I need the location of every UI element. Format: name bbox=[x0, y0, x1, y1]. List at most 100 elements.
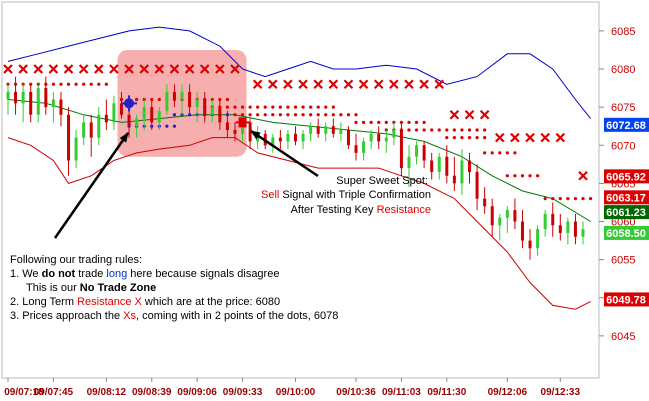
y-tick-label: 6055 bbox=[611, 255, 635, 267]
upper-band-line bbox=[7, 26, 591, 119]
rule-1-b: trade bbox=[75, 268, 106, 280]
resistance-dot bbox=[263, 113, 267, 117]
resistance-x-mark bbox=[555, 132, 566, 143]
resistance-dot bbox=[59, 82, 63, 86]
resistance-dot bbox=[528, 174, 532, 178]
price-bar-body bbox=[543, 213, 547, 230]
price-label-text: 6058.50 bbox=[606, 228, 646, 240]
price-bar-body bbox=[157, 110, 161, 123]
resistance-dot bbox=[278, 105, 282, 109]
rule-1-a: 1. We bbox=[10, 268, 42, 280]
x-tick-label: 09/08:39 bbox=[132, 387, 172, 398]
price-bar-body bbox=[490, 206, 494, 226]
price-bar-body bbox=[498, 217, 502, 226]
price-bar-body bbox=[309, 126, 313, 134]
price-bar-body bbox=[573, 221, 577, 237]
resistance-x-mark bbox=[230, 64, 240, 74]
resistance-dot bbox=[301, 113, 305, 117]
x-tick-label: 09/08:12 bbox=[87, 387, 127, 398]
resistance-x-mark bbox=[419, 79, 429, 90]
resistance-dot bbox=[369, 120, 373, 124]
x-tick-label: 09/11:03 bbox=[382, 387, 421, 398]
sweet-spot-line-2: Sell Signal with Triple Confirmation bbox=[261, 189, 431, 201]
resistance-dot bbox=[240, 105, 245, 109]
resistance-x-mark bbox=[109, 64, 119, 74]
arrow-to-sell-signal bbox=[250, 129, 319, 178]
resistance-dot bbox=[520, 174, 525, 178]
price-label-box bbox=[604, 205, 649, 220]
resistance-dot bbox=[377, 120, 381, 124]
price-bar-body bbox=[82, 122, 86, 138]
x-tick-label: 09/07:18 bbox=[4, 387, 44, 398]
resistance-x-mark bbox=[184, 64, 195, 74]
resistance-x-mark bbox=[283, 79, 293, 90]
price-bar-body bbox=[142, 107, 146, 119]
resistance-dot bbox=[467, 136, 472, 140]
resistance-x-mark bbox=[540, 132, 550, 143]
price-bar-body bbox=[384, 137, 388, 142]
price-bars bbox=[6, 76, 585, 260]
rule-1: 1. We do not trade long here because sig… bbox=[10, 268, 279, 280]
x-tick-label: 09/11:30 bbox=[427, 387, 466, 398]
resistance-dot bbox=[475, 136, 479, 140]
price-bar-body bbox=[233, 130, 237, 134]
resistance-dot bbox=[157, 97, 161, 102]
rule-3-b: , coming with in 2 points of the dots, 6… bbox=[136, 310, 338, 322]
resistance-dot bbox=[324, 105, 328, 109]
resistance-dot bbox=[339, 113, 343, 117]
price-label-box bbox=[604, 117, 649, 132]
signal-markers bbox=[121, 95, 250, 128]
resistance-x-mark bbox=[63, 64, 74, 74]
rule-1b-a: This is our bbox=[26, 282, 80, 294]
price-label-text: 6061.23 bbox=[606, 207, 646, 219]
x-tick-label: 09/07:45 bbox=[34, 387, 74, 398]
resistance-x-mark bbox=[494, 132, 505, 143]
price-bar-body bbox=[271, 137, 275, 146]
resistance-dot bbox=[422, 120, 426, 124]
price-bar-body bbox=[225, 122, 229, 130]
resistance-x-mark bbox=[252, 79, 263, 90]
price-bar-body bbox=[36, 88, 40, 115]
resistance-dot bbox=[248, 105, 252, 109]
no-trade-zone-label: No Trade Zone bbox=[80, 282, 156, 294]
x-tick-label: 09/10:00 bbox=[276, 387, 316, 398]
resistance-dot bbox=[483, 128, 487, 132]
resistance-dot bbox=[346, 113, 351, 117]
price-bar-body bbox=[362, 141, 366, 153]
resistance-dot bbox=[543, 197, 547, 201]
price-bar-body bbox=[188, 91, 192, 108]
price-bar-body bbox=[67, 114, 71, 161]
resistance-word: Resistance bbox=[377, 204, 431, 216]
resistance-dot bbox=[513, 174, 517, 178]
y-tick-label: 6045 bbox=[611, 331, 635, 343]
price-bar-body bbox=[112, 103, 116, 123]
price-bar-body bbox=[369, 133, 373, 142]
price-bar-body bbox=[210, 107, 214, 115]
resistance-dot bbox=[89, 82, 93, 86]
resistance-dot bbox=[256, 113, 260, 117]
sweet-spot-line-3-a: After Testing Key bbox=[291, 204, 377, 216]
resistance-dot bbox=[293, 105, 298, 109]
trading-rules-annotation: Following our trading rules: 1. We do no… bbox=[10, 254, 338, 322]
sell-word: Sell bbox=[261, 189, 279, 201]
rule-3-a: 3. Prices approach the bbox=[10, 310, 123, 322]
resistance-dot bbox=[331, 105, 335, 109]
price-bar-body bbox=[150, 107, 154, 123]
sweet-spot-line-3: After Testing Key Resistance bbox=[291, 204, 431, 216]
resistance-dot bbox=[233, 113, 237, 117]
resistance-x-mark bbox=[298, 79, 308, 90]
resistance-dot bbox=[316, 105, 320, 109]
resistance-dot bbox=[498, 151, 502, 155]
resistance-x-mark bbox=[169, 64, 180, 74]
resistance-dot bbox=[483, 136, 487, 140]
resistance-dot bbox=[225, 97, 230, 102]
x-tick-label: 09/12:06 bbox=[488, 387, 528, 398]
price-bar-body bbox=[460, 160, 464, 184]
resistance-dot bbox=[293, 113, 298, 117]
price-bar-body bbox=[551, 213, 555, 226]
resistance-x-mark bbox=[479, 109, 490, 120]
sweet-spot-line-2-rest: Signal with Triple Confirmation bbox=[279, 189, 431, 201]
price-bar-body bbox=[513, 210, 517, 222]
